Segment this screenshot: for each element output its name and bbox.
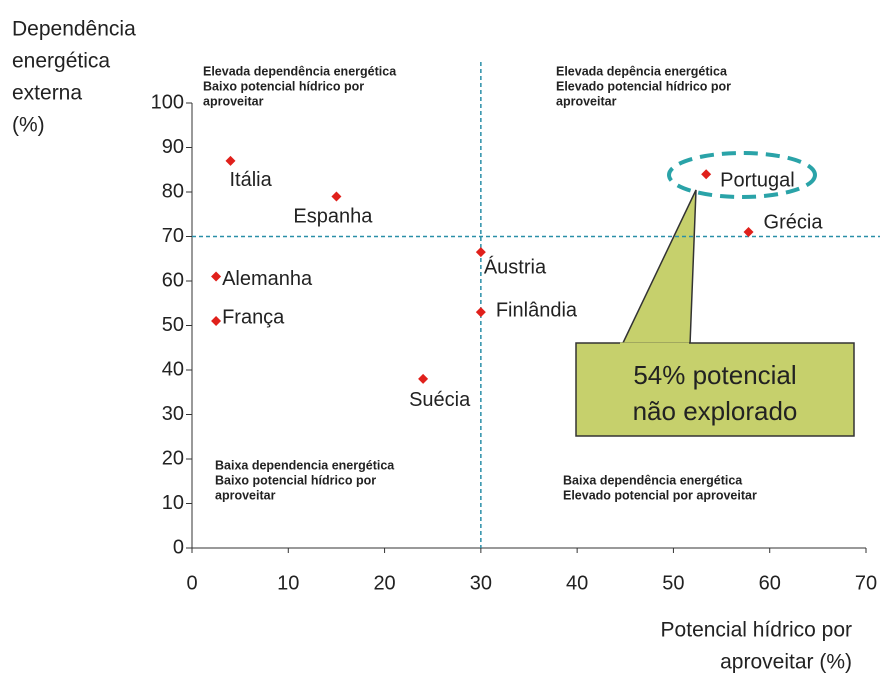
point: [331, 191, 342, 202]
point: [418, 373, 429, 384]
x-tick-label: 40: [566, 572, 588, 594]
y-tick-label: 60: [162, 269, 184, 291]
quadrant-note: aproveitar: [215, 488, 276, 502]
point-label: Espanha: [293, 206, 373, 228]
callout-text: não explorado: [633, 396, 798, 426]
quadrant-note: Baixo potencial hídrico por: [203, 79, 364, 93]
y-tick-label: 80: [162, 180, 184, 202]
quadrant-note: Elevado potencial hídrico por: [556, 79, 731, 93]
x-tick-label: 70: [855, 572, 877, 594]
point: [211, 316, 222, 327]
x-tick-label: 20: [373, 572, 395, 594]
point-label: Finlândia: [496, 299, 578, 321]
x-tick-label: 30: [470, 572, 492, 594]
y-tick-label: 90: [162, 136, 184, 158]
point-label: Alemanha: [222, 268, 313, 290]
y-tick-label: 20: [162, 447, 184, 469]
x-tick-label: 60: [759, 572, 781, 594]
y-axis-label: energética: [12, 50, 110, 73]
quadrant-note: Elevado potencial por aproveitar: [563, 488, 757, 502]
y-tick-label: 30: [162, 403, 184, 425]
y-tick-label: 0: [173, 536, 184, 558]
quadrant-note: Baixo potencial hídrico por: [215, 473, 376, 487]
point: [475, 307, 486, 318]
point: [211, 271, 222, 282]
point-label: Áustria: [484, 255, 547, 278]
y-axis-label: (%): [12, 114, 45, 137]
quadrant-note: aproveitar: [203, 94, 264, 108]
callout-text: 54% potencial: [633, 360, 796, 390]
y-tick-label: 50: [162, 314, 184, 336]
y-tick-label: 10: [162, 492, 184, 514]
quadrant-note: Elevada depência energética: [556, 64, 728, 78]
quadrant-note: Baixa dependencia energética: [215, 458, 395, 472]
y-axis-label: externa: [12, 82, 82, 105]
point-label: Suécia: [409, 389, 471, 411]
y-axis-label: Dependência: [12, 18, 136, 41]
callout-box: [575, 342, 855, 437]
point-label: Portugal: [720, 169, 795, 191]
point-label: França: [222, 306, 285, 328]
y-tick-label: 70: [162, 225, 184, 247]
x-axis-label: aproveitar (%): [720, 651, 852, 674]
x-tick-label: 0: [186, 572, 197, 594]
point: [743, 227, 754, 238]
x-axis-label: Potencial hídrico por: [661, 619, 852, 642]
quadrant-note: aproveitar: [556, 94, 617, 108]
x-tick-label: 50: [662, 572, 684, 594]
point-label: Grécia: [764, 211, 824, 233]
x-tick-label: 10: [277, 572, 299, 594]
point-label: Itália: [230, 169, 273, 191]
quadrant-note: Elevada dependência energética: [203, 64, 397, 78]
highlight-ellipse: [667, 151, 817, 199]
y-tick-label: 40: [162, 358, 184, 380]
point: [225, 155, 236, 166]
point: [701, 169, 712, 180]
quadrant-note: Baixa dependência energética: [563, 473, 743, 487]
y-tick-label: 100: [151, 91, 184, 113]
callout-pointer: [620, 189, 697, 346]
point: [475, 247, 486, 258]
